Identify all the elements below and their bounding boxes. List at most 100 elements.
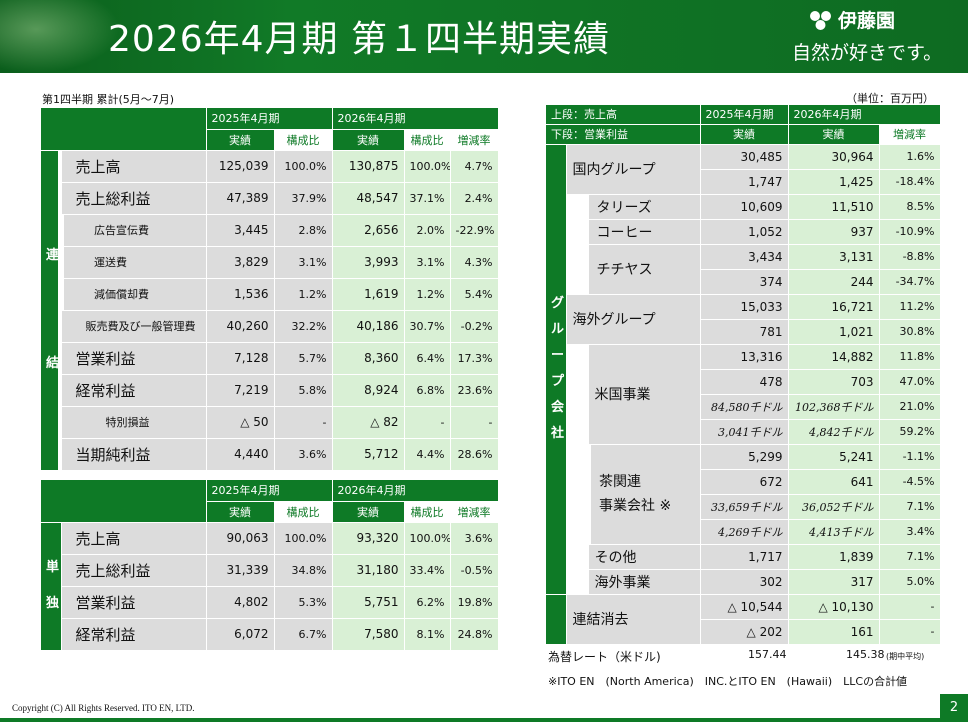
cell-growth: 5.0% [879,569,941,595]
cell-prev-usd: 3,041千ドル [700,419,789,445]
cell-prev-ratio: 34.8% [274,554,333,587]
cell-growth: -4.5% [879,469,941,495]
row-label: 広告宣伝費 [58,214,207,247]
segment-tea: 茶関連 事業会社 ※ [585,444,701,545]
row-label: 売上高 [61,522,207,555]
cell-growth: -1.1% [879,444,941,470]
cell-growth: 23.6% [450,374,499,407]
header-year-curr: 2026年4月期 [332,108,499,130]
cell-curr: 8,924 [332,374,405,407]
cell-growth: -18.4% [879,169,941,195]
page-number: 2 [940,694,968,722]
side-label-standalone: 単独 [41,522,62,651]
cell-curr: 161 [788,619,880,645]
cell-prev: 3,829 [206,246,275,279]
cell-curr: △ 10,130 [788,594,880,620]
cell-prev: 40,260 [206,310,275,343]
cell-curr: 1,425 [788,169,880,195]
cell-prev: 10,609 [700,194,789,220]
cell-curr: 31,180 [332,554,405,587]
cell-curr: 93,320 [332,522,405,555]
cell-growth: -22.9% [450,214,499,247]
segment-tullys-1: タリーズ [588,194,701,220]
logo-slogan: 自然が好きです。 [792,42,943,64]
header-year-prev: 2025年4月期 [206,480,333,502]
fx-prev: 157.44 [748,648,787,661]
cell-prev-usd: 4,269千ドル [700,519,789,545]
cell-growth: 8.5% [879,194,941,220]
row-label: 減価償却費 [58,278,207,311]
header-year-prev: 2025年4月期 [206,108,333,130]
col-actual-curr: 実績 [332,501,405,523]
row-label: 運送費 [58,246,207,279]
row-label: 特別損益 [61,406,207,439]
cell-curr: 3,993 [332,246,405,279]
cell-curr: △ 82 [332,406,405,439]
cell-growth: 17.3% [450,342,499,375]
cell-prev-ratio: 5.3% [274,586,333,619]
cell-growth: - [879,594,941,620]
indent-spacer [566,194,589,295]
col-growth: 増減率 [450,501,499,523]
cell-prev: 1,747 [700,169,789,195]
cell-prev: 13,316 [700,344,789,370]
cell-prev: △ 10,544 [700,594,789,620]
cell-growth: 47.0% [879,369,941,395]
row-label: 販売費及び一般管理費 [61,310,207,343]
row-label: 当期純利益 [61,438,207,471]
cell-prev: 125,039 [206,150,275,183]
fx-label: 為替レート（米ドル) [548,650,661,664]
cell-curr: 40,186 [332,310,405,343]
row-label: 売上総利益 [61,182,207,215]
col-actual-curr: 実績 [332,129,405,151]
cell-prev: 5,299 [700,444,789,470]
cell-curr: 11,510 [788,194,880,220]
cell-curr: 16,721 [788,294,880,320]
period-label: 第1四半期 累計(5月～7月) [42,93,175,106]
fx-curr: 145.38 [846,648,885,661]
company-logo: 伊藤園 自然が好きです。 [780,0,968,73]
col-actual-prev: 実績 [206,501,275,523]
header-year-curr: 2026年4月期 [788,105,941,125]
cell-curr: 14,882 [788,344,880,370]
cell-curr: 30,964 [788,144,880,170]
cell-prev: 781 [700,319,789,345]
cell-prev: 15,033 [700,294,789,320]
cell-growth: 11.2% [879,294,941,320]
cell-curr: 641 [788,469,880,495]
cell-prev: 3,445 [206,214,275,247]
cell-curr-usd: 4,413千ドル [788,519,880,545]
cell-prev-ratio: 2.8% [274,214,333,247]
leaf-decoration [0,0,120,73]
cell-prev: 302 [700,569,789,595]
cell-growth: -0.5% [450,554,499,587]
cell-prev: 31,339 [206,554,275,587]
cell-curr: 937 [788,219,880,245]
cell-curr: 703 [788,369,880,395]
cell-prev: 4,802 [206,586,275,619]
cell-prev: 672 [700,469,789,495]
cell-prev-ratio: 37.9% [274,182,333,215]
cell-prev: △ 50 [206,406,275,439]
side-label-group: グループ会社 [546,144,567,595]
cell-curr-ratio: 8.1% [404,618,451,651]
cell-growth: 3.4% [879,519,941,545]
cell-prev: 30,485 [700,144,789,170]
cell-curr-ratio: 33.4% [404,554,451,587]
cell-curr: 130,875 [332,150,405,183]
side-label-elim [546,594,567,645]
segment-elimination: 連結消去 [566,594,701,645]
cell-curr: 1,839 [788,544,880,570]
row-label: 経常利益 [61,618,207,651]
cell-growth: 11.8% [879,344,941,370]
cell-prev: 478 [700,369,789,395]
col-ratio-curr: 構成比 [404,129,451,151]
segment-us: 米国事業 [588,344,701,445]
cell-growth: 59.2% [879,419,941,445]
cell-prev: 47,389 [206,182,275,215]
col-actual-prev: 実績 [206,129,275,151]
col-ratio-prev: 構成比 [274,129,333,151]
cell-growth: -10.9% [879,219,941,245]
cell-prev: 7,128 [206,342,275,375]
cell-prev-usd: 33,659千ドル [700,494,789,520]
